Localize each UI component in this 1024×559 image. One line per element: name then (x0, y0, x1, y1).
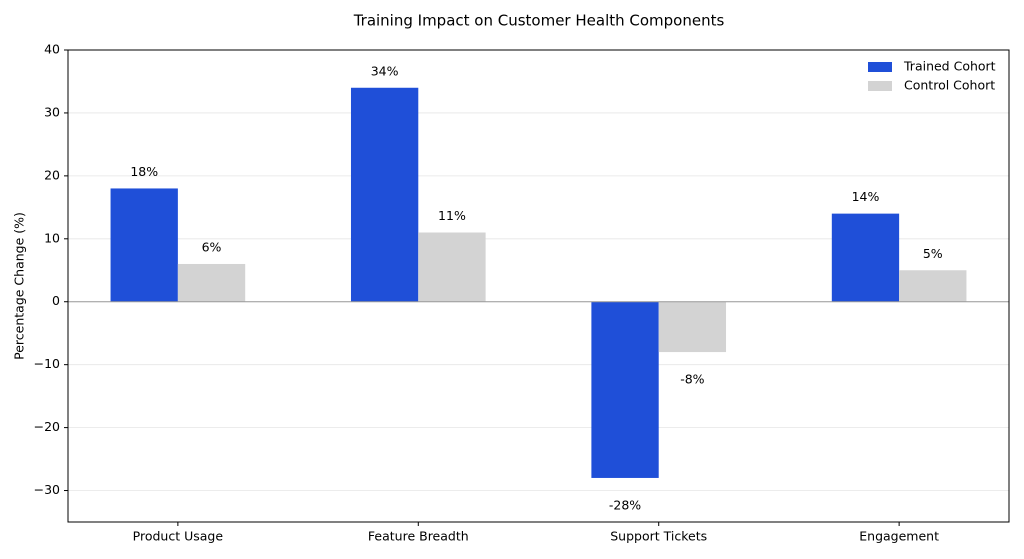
value-label: 5% (923, 246, 943, 261)
bar (831, 213, 900, 302)
value-label: 6% (202, 239, 222, 254)
bar (110, 188, 178, 302)
x-tick-label: Engagement (859, 529, 939, 544)
x-tick-label: Feature Breadth (368, 529, 469, 544)
bar (177, 263, 246, 302)
value-label: -8% (680, 372, 704, 387)
legend-label: Trained Cohort (903, 59, 996, 74)
value-label: -28% (609, 497, 641, 512)
y-tick-label: 30 (44, 104, 60, 119)
legend-swatch (868, 62, 892, 72)
bar (899, 270, 967, 302)
legend-swatch (868, 81, 892, 91)
bar (350, 87, 419, 302)
bar (418, 232, 486, 302)
value-label: 11% (438, 208, 466, 223)
x-tick-label: Product Usage (133, 529, 224, 544)
y-tick-label: 10 (44, 230, 60, 245)
plot-frame (67, 49, 1010, 523)
x-tick-label: Support Tickets (610, 529, 707, 544)
y-tick-label: −30 (34, 482, 60, 497)
value-label: 34% (371, 63, 399, 78)
y-tick-label: −20 (34, 419, 60, 434)
y-tick-label: −10 (34, 356, 60, 371)
y-axis-label: Percentage Change (%) (12, 212, 27, 360)
bar (658, 301, 727, 353)
y-tick-label: 20 (44, 167, 60, 182)
y-tick-label: 40 (44, 42, 60, 57)
y-tick-label: 0 (52, 293, 60, 308)
legend-label: Control Cohort (904, 78, 995, 93)
value-label: 14% (852, 189, 880, 204)
chart-title: Training Impact on Customer Health Compo… (353, 12, 725, 30)
value-label: 18% (130, 164, 158, 179)
bar (591, 301, 659, 478)
